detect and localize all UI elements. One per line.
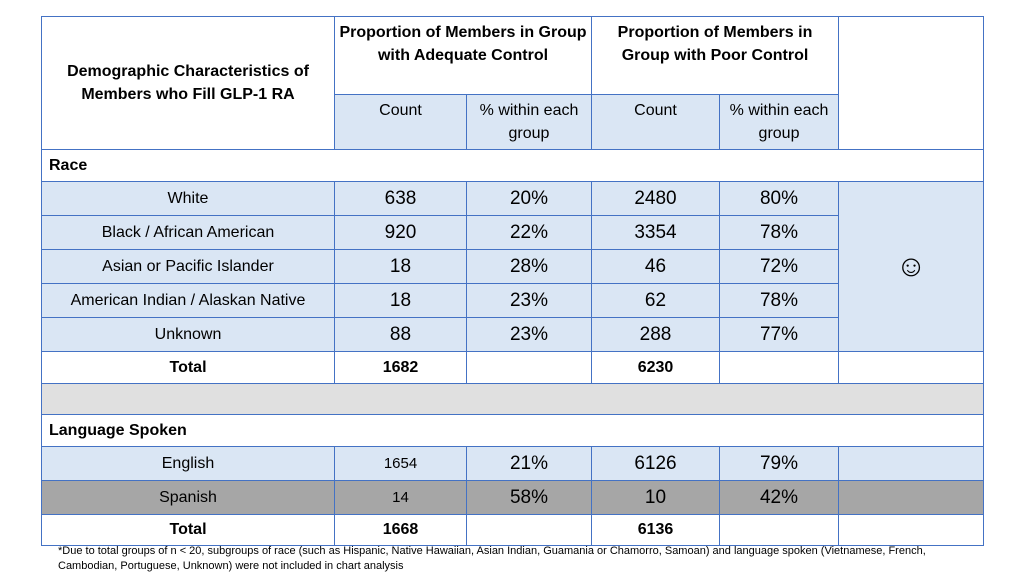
poor-count: 3354 [591, 215, 720, 250]
poor-pct-header: % within each group [718, 94, 840, 150]
poor-count-header: Count [591, 94, 720, 150]
smiley-cell: ☺ [838, 181, 985, 352]
poor-pct: 80% [718, 181, 840, 216]
table-row: English 1654 21% 6126 79% [41, 446, 985, 481]
table-row: Black / African American 920 22% 3354 78… [41, 215, 984, 250]
race-category: Black / African American [41, 215, 335, 250]
spacer-row [40, 383, 985, 415]
adequate-count: 88 [334, 317, 467, 352]
footnote: *Due to total groups of n < 20, subgroup… [58, 545, 926, 572]
adequate-count: 1654 [334, 446, 467, 481]
adequate-pct: 28% [466, 249, 592, 284]
poor-control-header: Proportion of Members in Group with Poor… [590, 16, 840, 95]
poor-pct: 78% [718, 283, 840, 318]
poor-pct: 77% [718, 317, 840, 352]
spacer-cell [40, 383, 985, 415]
adequate-count: 920 [334, 215, 467, 250]
empty-cell [838, 446, 985, 481]
adequate-pct: 23% [466, 283, 592, 318]
poor-count: 2480 [591, 181, 720, 216]
language-total-row: Total 1668 6136 [41, 514, 985, 546]
poor-pct: 42% [718, 480, 840, 515]
race-category: Unknown [41, 317, 335, 352]
adequate-count: 14 [334, 480, 467, 515]
adequate-pct: 58% [466, 480, 592, 515]
adequate-pct: 21% [466, 446, 592, 481]
poor-total: 6136 [591, 514, 720, 546]
poor-count: 10 [591, 480, 720, 515]
adequate-count: 18 [334, 249, 467, 284]
empty-cell [718, 514, 840, 546]
adequate-pct: 22% [466, 215, 592, 250]
language-category: English [41, 446, 335, 481]
poor-total: 6230 [591, 351, 720, 384]
empty-cell [838, 480, 985, 515]
blank-header-cell [838, 16, 985, 150]
adequate-pct-header: % within each group [466, 94, 592, 150]
race-category: Asian or Pacific Islander [41, 249, 335, 284]
adequate-pct: 20% [466, 181, 592, 216]
empty-cell [466, 351, 592, 384]
poor-count: 288 [591, 317, 720, 352]
poor-pct: 79% [718, 446, 840, 481]
poor-pct: 72% [718, 249, 840, 284]
race-section-label: Race [40, 149, 985, 182]
language-category: Spanish [41, 480, 335, 515]
empty-cell [838, 351, 985, 384]
poor-count: 62 [591, 283, 720, 318]
total-label: Total [41, 351, 335, 384]
language-section-label: Language Spoken [40, 414, 985, 447]
race-category: White [41, 181, 335, 216]
adequate-count: 18 [334, 283, 467, 318]
poor-pct: 78% [718, 215, 840, 250]
adequate-pct: 23% [466, 317, 592, 352]
table-row: American Indian / Alaskan Native 18 23% … [41, 283, 984, 318]
race-category: American Indian / Alaskan Native [41, 283, 335, 318]
adequate-count: 638 [334, 181, 467, 216]
total-label: Total [41, 514, 335, 546]
empty-cell [838, 514, 985, 546]
race-total-row: Total 1682 6230 [41, 351, 985, 384]
adequate-total: 1668 [334, 514, 467, 546]
adequate-total: 1682 [334, 351, 467, 384]
empty-cell [466, 514, 592, 546]
adequate-count-header: Count [334, 94, 467, 150]
empty-cell [718, 351, 840, 384]
table-row: White 638 20% 2480 80% ☺ [41, 181, 985, 352]
poor-count: 46 [591, 249, 720, 284]
poor-count: 6126 [591, 446, 720, 481]
demographic-title: Demographic Characteristics of Members w… [41, 16, 335, 150]
demographics-table: Demographic Characteristics of Members w… [40, 16, 985, 546]
table-row: Spanish 14 58% 10 42% [41, 480, 985, 515]
table-row: Asian or Pacific Islander 18 28% 46 72% [41, 249, 984, 284]
adequate-control-header: Proportion of Members in Group with Adeq… [334, 16, 592, 95]
table-row: Unknown 88 23% 288 77% [41, 317, 984, 352]
smiley-icon: ☺ [895, 249, 927, 283]
